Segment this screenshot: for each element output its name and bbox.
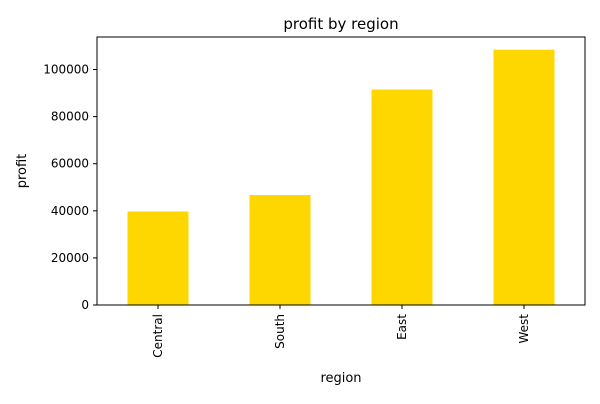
y-tick-label: 80000: [51, 110, 89, 124]
x-tick-label-central: Central: [151, 314, 165, 358]
bar-east: [371, 89, 433, 305]
bar-west: [493, 49, 555, 306]
x-axis-label: region: [320, 371, 361, 386]
x-tick-label-east: East: [395, 314, 409, 340]
plot-frame: [96, 36, 586, 306]
y-tick-label: 20000: [51, 251, 89, 265]
x-tick-label-south: South: [273, 314, 287, 349]
y-tick-label: 40000: [51, 204, 89, 218]
y-tick-label: 60000: [51, 157, 89, 171]
bar-central: [127, 211, 189, 305]
x-tick-label-west: West: [517, 314, 531, 344]
chart-title: profit by region: [283, 15, 398, 33]
y-axis-label: profit: [15, 154, 30, 189]
bar-south: [249, 195, 311, 305]
y-tick-label: 100000: [43, 62, 89, 76]
plot-area: 0 20000 40000 60000 80000 100000 Central South E…: [43, 36, 586, 358]
y-tick-label: 0: [81, 298, 89, 312]
